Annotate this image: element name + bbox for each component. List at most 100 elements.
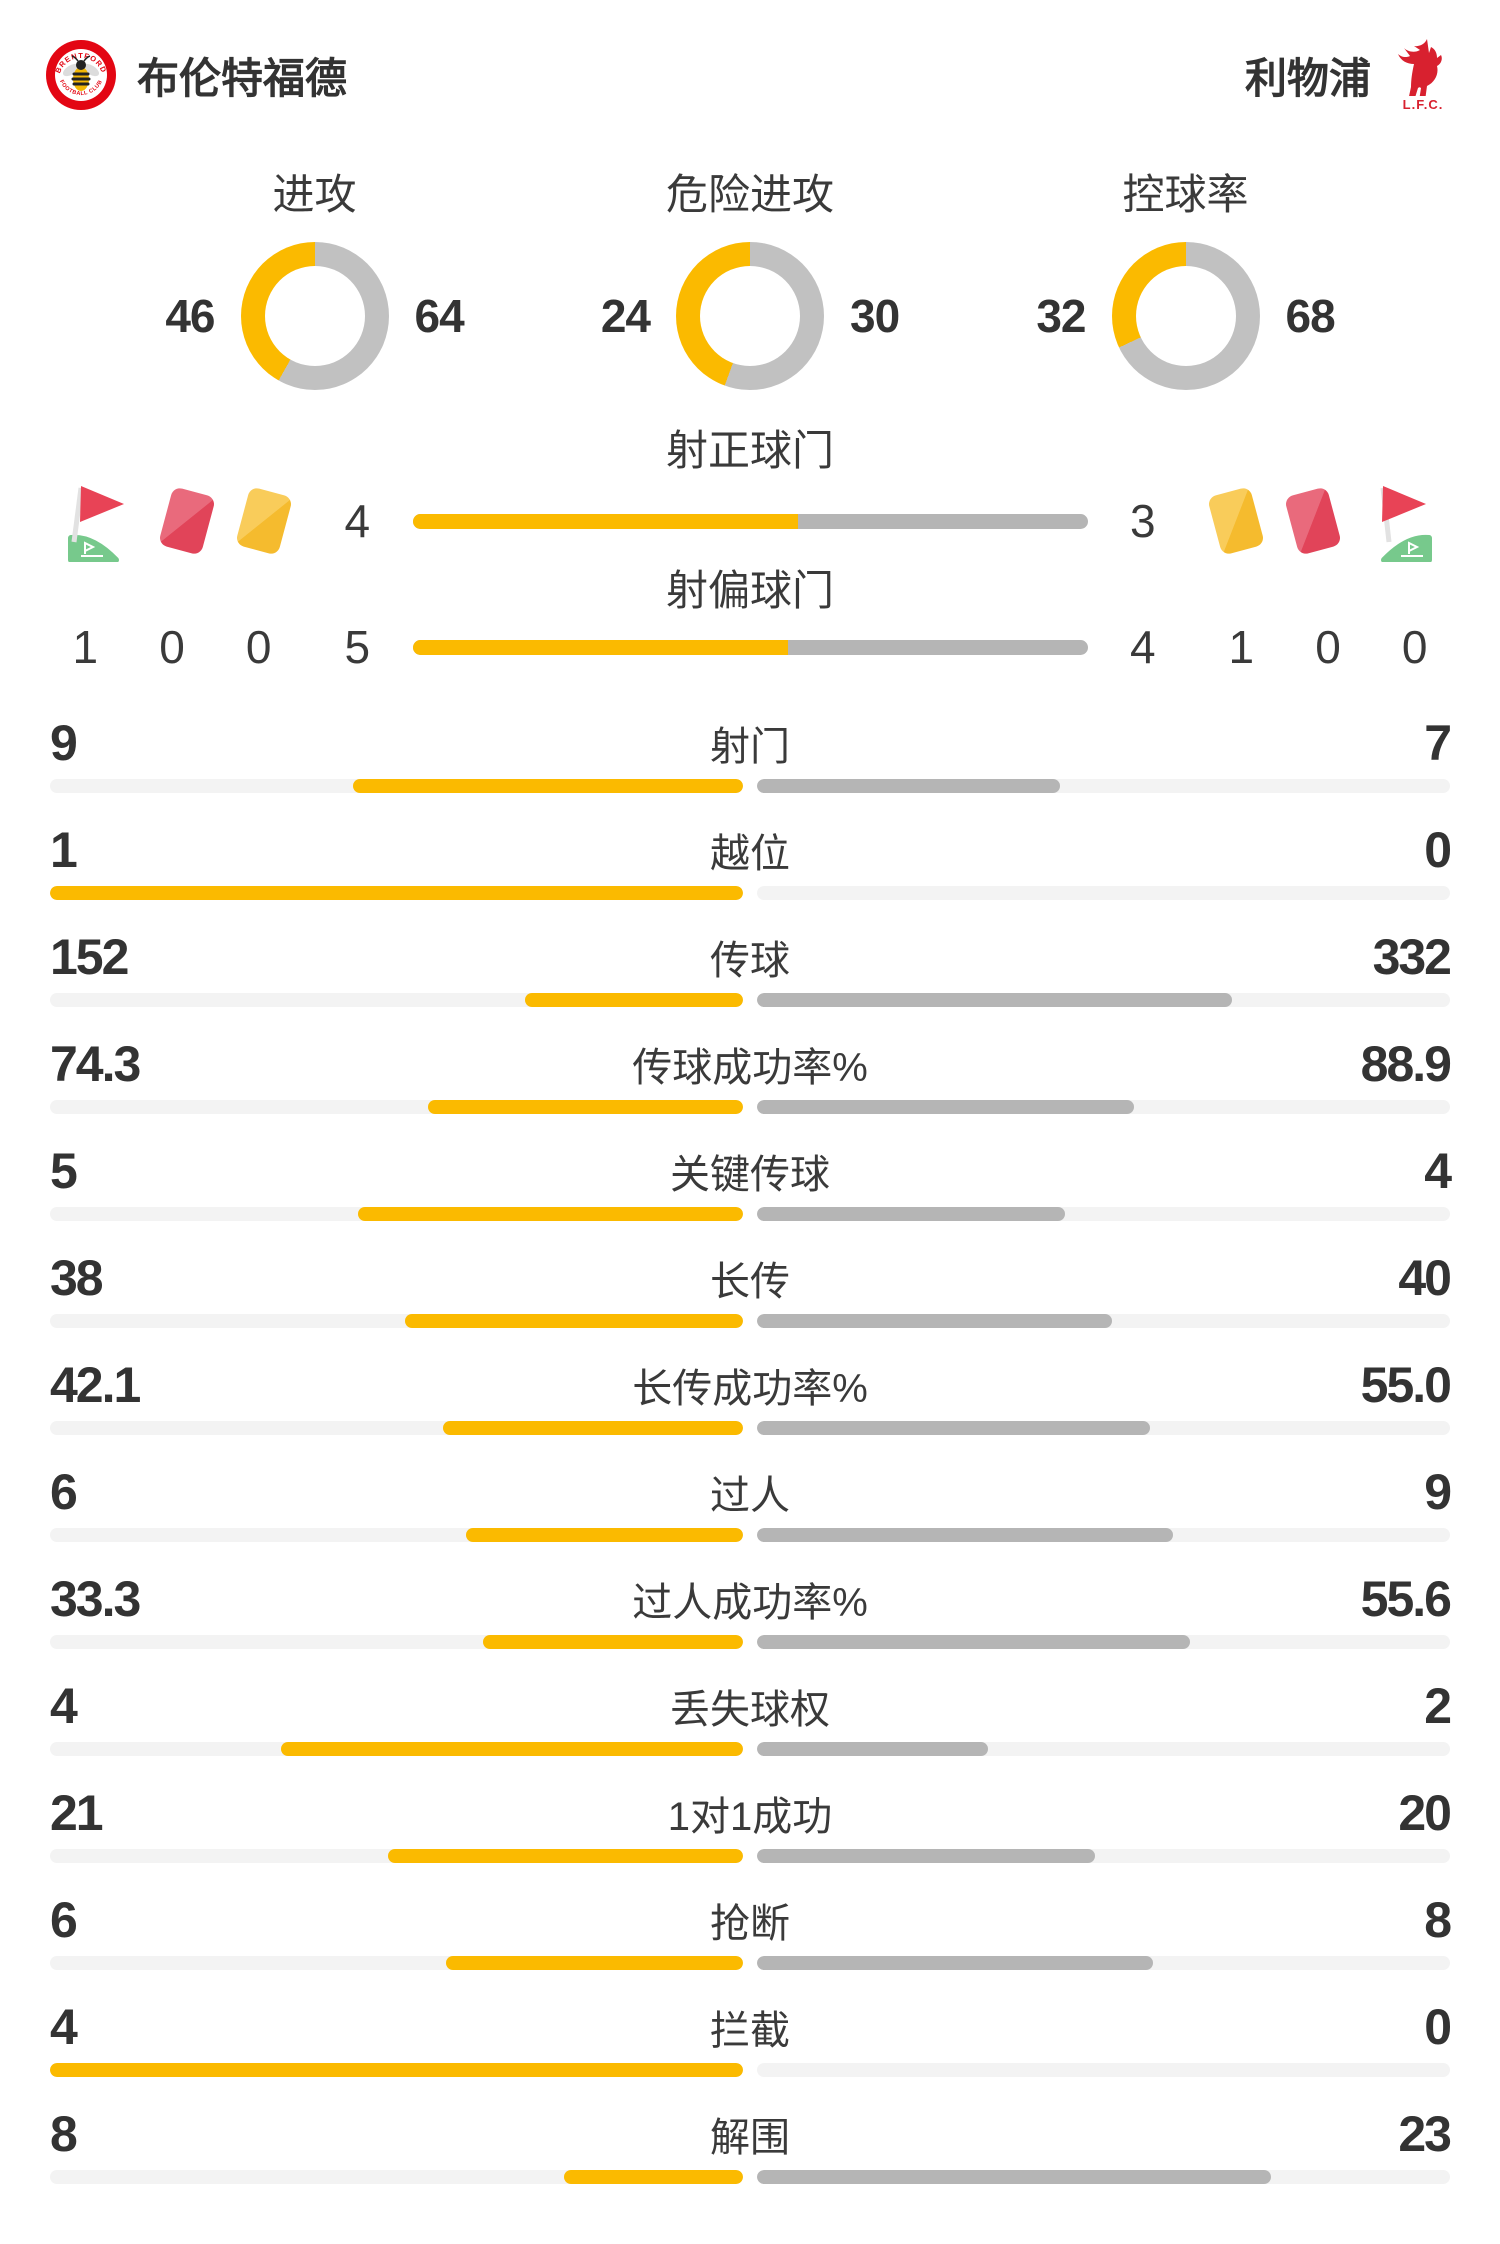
shots-off-target-home: 5 xyxy=(344,621,371,673)
stat-row: 74.3 传球成功率% 88.9 xyxy=(50,1035,1452,1114)
donut-ring xyxy=(1111,242,1260,390)
corner-flag-icon xyxy=(1380,486,1432,562)
shot-bar-off xyxy=(412,639,1088,655)
stat-bar xyxy=(50,1100,1450,1114)
stat-away-value: 9 xyxy=(1424,1464,1452,1520)
stat-away-value: 7 xyxy=(1424,715,1452,771)
donut-label: 危险进攻 xyxy=(665,171,834,218)
stat-label: 传球 xyxy=(710,939,790,983)
away-red-cards-value: 0 xyxy=(1315,621,1341,673)
donut-label: 控球率 xyxy=(1122,171,1249,218)
donut-chart: 进攻 46 64 xyxy=(100,170,529,390)
donut-label: 进攻 xyxy=(272,171,357,218)
stat-home-value: 38 xyxy=(50,1250,104,1306)
shots-section: 射正球门 4 3 xyxy=(0,426,1500,674)
stat-home-value: 4 xyxy=(50,1678,78,1734)
shots-on-target-home: 4 xyxy=(344,495,371,547)
red-card-icon xyxy=(1283,486,1342,556)
stat-row: 8 解围 23 xyxy=(50,2105,1452,2184)
stat-bar xyxy=(50,2063,1450,2077)
stat-label: 1对1成功 xyxy=(667,1795,833,1839)
stat-label: 关键传球 xyxy=(670,1153,830,1197)
home-team-name: 布伦特福德 xyxy=(137,54,348,102)
shot-bar-on xyxy=(412,513,1088,529)
stat-home-value: 1 xyxy=(50,822,78,878)
home-yellow-cards-value: 0 xyxy=(245,621,272,673)
donut-chart: 控球率 32 68 xyxy=(971,170,1400,390)
stat-label: 射门 xyxy=(710,725,790,769)
stat-row: 4 丢失球权 2 xyxy=(50,1677,1452,1756)
stat-row: 4 拦截 0 xyxy=(50,1998,1452,2077)
liverpool-logo-caption: L.F.C. xyxy=(1402,97,1444,112)
stat-home-value: 152 xyxy=(50,929,129,985)
stat-away-value: 4 xyxy=(1424,1143,1452,1199)
shots-off-target-away: 4 xyxy=(1129,621,1156,673)
donut-home-value: 24 xyxy=(600,290,651,342)
home-discipline-icons xyxy=(42,480,302,562)
stats-section: 9 射门 7 1 越位 0 152 传球 xyxy=(0,714,1500,2184)
stat-row: 6 抢断 8 xyxy=(50,1891,1452,1970)
stat-label: 长传 xyxy=(710,1260,790,1304)
stat-away-value: 88.9 xyxy=(1360,1036,1452,1092)
stat-home-value: 4 xyxy=(50,1999,78,2055)
stat-label: 长传成功率% xyxy=(632,1367,868,1411)
stat-away-value: 40 xyxy=(1398,1250,1452,1306)
shots-off-target-row: 1 0 0 5 4 1 0 0 xyxy=(0,620,1500,674)
stat-bar xyxy=(50,2170,1450,2184)
away-yellow-cards-value: 1 xyxy=(1228,621,1255,673)
shots-on-target-label: 射正球门 xyxy=(665,427,834,474)
stat-home-value: 5 xyxy=(50,1143,78,1199)
stat-away-value: 8 xyxy=(1424,1892,1452,1948)
away-corners-value: 0 xyxy=(1401,621,1428,673)
donut-away-value: 30 xyxy=(850,290,900,342)
stat-row: 38 长传 40 xyxy=(50,1249,1452,1328)
stat-bar xyxy=(50,779,1450,793)
donut-ring xyxy=(240,242,389,390)
donut-section: 进攻 46 64 危险进攻 24 30 控球率 32 68 xyxy=(0,170,1500,390)
stat-bar xyxy=(50,1849,1450,1863)
shots-off-target-label: 射偏球门 xyxy=(665,567,834,614)
stat-home-value: 42.1 xyxy=(50,1357,141,1413)
stat-away-value: 55.0 xyxy=(1360,1357,1452,1413)
stat-bar xyxy=(50,1956,1450,1970)
stat-home-value: 21 xyxy=(50,1785,104,1841)
stat-row: 6 过人 9 xyxy=(50,1463,1452,1542)
stat-row: 152 传球 332 xyxy=(50,928,1452,1007)
stat-away-value: 2 xyxy=(1424,1678,1452,1734)
red-card-icon xyxy=(157,486,216,556)
donut-home-value: 46 xyxy=(165,290,215,342)
away-discipline-values: 1 0 0 xyxy=(1198,620,1458,674)
stat-row: 33.3 过人成功率% 55.6 xyxy=(50,1570,1452,1649)
home-discipline-values: 1 0 0 xyxy=(42,620,302,674)
stat-label: 过人成功率% xyxy=(632,1581,868,1625)
stat-home-value: 6 xyxy=(50,1892,78,1948)
stat-bar xyxy=(50,993,1450,1007)
stat-away-value: 0 xyxy=(1424,1999,1452,2055)
stat-row: 9 射门 7 xyxy=(50,714,1452,793)
home-team[interactable]: BRENTFORD FOOTBALL CLUB 布伦特福德 xyxy=(45,39,347,111)
stat-row: 5 关键传球 4 xyxy=(50,1142,1452,1221)
stat-away-value: 23 xyxy=(1398,2106,1452,2162)
stat-label: 拦截 xyxy=(710,2009,790,2053)
liverpool-logo: L.F.C. xyxy=(1391,38,1455,112)
corner-flag-icon xyxy=(68,486,125,562)
stat-away-value: 55.6 xyxy=(1360,1571,1452,1627)
stat-label: 越位 xyxy=(710,832,790,876)
stat-home-value: 6 xyxy=(50,1464,78,1520)
donut-ring xyxy=(676,242,824,390)
stat-home-value: 9 xyxy=(50,715,78,771)
stat-away-value: 332 xyxy=(1372,929,1452,985)
stat-bar xyxy=(50,1528,1450,1542)
yellow-card-icon xyxy=(234,486,293,556)
stat-away-value: 0 xyxy=(1424,822,1452,878)
shots-on-target-away: 3 xyxy=(1129,495,1156,547)
stat-row: 1 越位 0 xyxy=(50,821,1452,900)
home-corners-value: 1 xyxy=(72,621,99,673)
away-team[interactable]: 利物浦 L.F.C. xyxy=(1245,38,1455,112)
stat-label: 抢断 xyxy=(710,1902,790,1946)
yellow-card-icon xyxy=(1207,486,1266,556)
stat-bar xyxy=(50,1742,1450,1756)
stat-bar xyxy=(50,1207,1450,1221)
stat-bar xyxy=(50,1421,1450,1435)
away-team-name: 利物浦 xyxy=(1244,54,1371,102)
